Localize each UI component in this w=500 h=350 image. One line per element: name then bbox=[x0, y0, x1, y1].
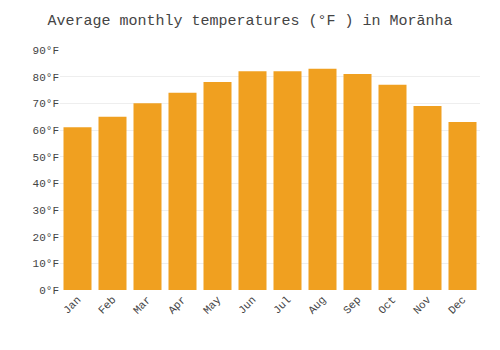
svg-text:Jun: Jun bbox=[236, 294, 258, 316]
svg-text:Sep: Sep bbox=[341, 294, 363, 316]
svg-text:Nov: Nov bbox=[411, 294, 434, 317]
svg-text:30°F: 30°F bbox=[33, 205, 59, 217]
svg-text:May: May bbox=[201, 294, 224, 317]
svg-text:20°F: 20°F bbox=[33, 232, 59, 244]
svg-text:Average monthly temperatures (: Average monthly temperatures (°F ) in Mo… bbox=[47, 13, 452, 30]
svg-text:40°F: 40°F bbox=[33, 178, 59, 190]
svg-text:Oct: Oct bbox=[376, 294, 398, 316]
svg-text:60°F: 60°F bbox=[33, 125, 59, 137]
svg-text:Dec: Dec bbox=[446, 294, 468, 316]
svg-text:Jan: Jan bbox=[61, 294, 83, 316]
svg-text:Jul: Jul bbox=[271, 294, 293, 316]
svg-text:50°F: 50°F bbox=[33, 152, 59, 164]
svg-text:Mar: Mar bbox=[131, 294, 153, 316]
svg-text:70°F: 70°F bbox=[33, 98, 59, 110]
svg-text:90°F: 90°F bbox=[33, 45, 59, 57]
svg-text:Aug: Aug bbox=[306, 294, 328, 316]
svg-text:Apr: Apr bbox=[166, 294, 188, 316]
svg-text:Feb: Feb bbox=[96, 294, 118, 316]
svg-text:0°F: 0°F bbox=[39, 285, 59, 297]
svg-text:10°F: 10°F bbox=[33, 258, 59, 270]
svg-text:80°F: 80°F bbox=[33, 72, 59, 84]
